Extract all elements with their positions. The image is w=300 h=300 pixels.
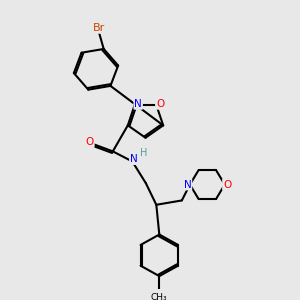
Text: O: O — [223, 180, 231, 190]
Text: CH₃: CH₃ — [151, 293, 168, 300]
Text: N: N — [130, 154, 138, 164]
Text: N: N — [134, 99, 142, 109]
Text: N: N — [184, 180, 191, 190]
Text: O: O — [85, 137, 94, 147]
Text: Br: Br — [93, 23, 105, 33]
Text: H: H — [140, 148, 147, 158]
Text: O: O — [156, 99, 164, 109]
